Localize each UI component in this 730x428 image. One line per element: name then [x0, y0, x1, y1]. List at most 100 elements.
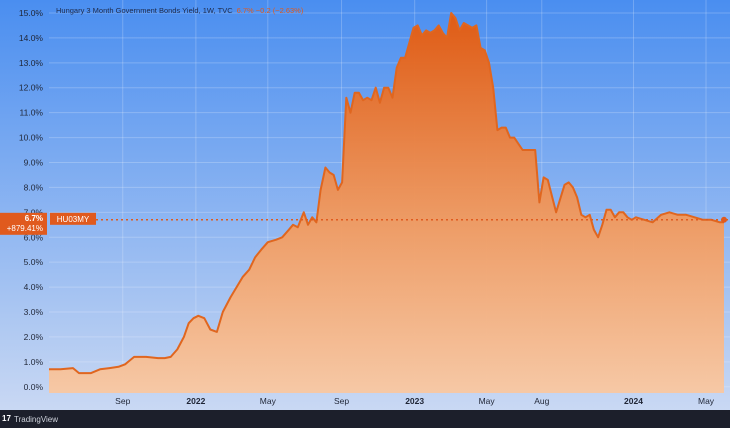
chart-svg: 0.0% 1.0% 2.0% 3.0% 4.0% 5.0% 6.0% 7.0% 8.0% 9.0%… [0, 0, 730, 410]
data-point [534, 149, 537, 152]
data-point [117, 365, 120, 368]
y-tick-label: 1.0% [24, 357, 44, 367]
y-tick-label: 4.0% [24, 282, 44, 292]
y-tick-label: 3.0% [24, 307, 44, 317]
y-tick-label: 10.0% [19, 133, 44, 143]
data-point [643, 218, 646, 221]
data-point [588, 213, 591, 216]
symbol-label: HU03MY [57, 215, 90, 224]
data-point [693, 216, 696, 219]
x-tick-label: May [260, 396, 277, 406]
data-point [229, 296, 232, 299]
data-point [622, 211, 625, 214]
data-point [341, 181, 344, 184]
data-point [353, 91, 356, 94]
data-point [597, 236, 600, 239]
data-point [366, 96, 369, 99]
data-point [567, 181, 570, 184]
data-point [429, 31, 432, 34]
data-point [399, 56, 402, 59]
brand-text[interactable]: TradingView [14, 415, 59, 424]
data-point [108, 367, 111, 370]
data-point [525, 149, 528, 152]
data-point [302, 211, 305, 214]
data-point [546, 178, 549, 181]
series-area-fill [49, 13, 724, 393]
y-tick-label: 6.0% [24, 232, 44, 242]
data-point [542, 176, 545, 179]
series-line [49, 12, 724, 375]
data-point [124, 363, 127, 366]
data-point [496, 129, 499, 132]
data-point [441, 31, 444, 34]
tradingview-logo-icon[interactable]: 17 [2, 414, 11, 423]
data-point [215, 330, 218, 333]
data-point [521, 149, 524, 152]
last-value-dot [721, 216, 727, 223]
data-point [580, 213, 583, 216]
data-point [618, 211, 621, 214]
data-point [471, 26, 474, 29]
data-point [48, 368, 51, 371]
data-point [601, 223, 604, 226]
symbol-label-bg [50, 212, 96, 225]
data-point [425, 29, 428, 32]
data-point [248, 268, 251, 271]
data-point [319, 188, 322, 191]
data-point [660, 213, 663, 216]
y-tick-label: 11.0% [20, 108, 44, 118]
data-point [362, 99, 365, 102]
data-point [315, 221, 318, 224]
data-point [311, 216, 314, 219]
data-point [324, 166, 327, 169]
footer-bar: 17 TradingView [0, 410, 730, 428]
data-point [685, 213, 688, 216]
data-point [513, 136, 516, 139]
data-point [176, 348, 179, 351]
data-point [475, 24, 478, 27]
data-point [462, 22, 465, 25]
y-tick-label: 14.0% [19, 33, 44, 43]
data-point [605, 208, 608, 211]
y-tick-label: 12.0% [19, 83, 44, 93]
data-point [576, 196, 579, 199]
data-point [718, 221, 721, 224]
x-tick-label: 2022 [186, 396, 205, 406]
data-point [197, 314, 200, 317]
data-point [336, 188, 339, 191]
data-point [99, 368, 102, 371]
x-tick-label: 2023 [405, 396, 424, 406]
data-point [374, 86, 377, 89]
data-point [235, 286, 238, 289]
data-point [395, 66, 398, 69]
data-point [571, 186, 574, 189]
y-tick-label: 9.0% [24, 157, 44, 167]
data-point [192, 317, 195, 320]
data-point [163, 357, 166, 360]
data-point [292, 223, 295, 226]
data-point [133, 355, 136, 358]
data-point [383, 86, 386, 89]
data-point [488, 61, 491, 64]
data-point [349, 111, 352, 114]
data-point [345, 96, 348, 99]
data-point [266, 241, 269, 244]
data-point [287, 228, 290, 231]
x-tick-label: Sep [115, 396, 130, 406]
y-tick-label: 15.0% [19, 8, 44, 18]
data-point [555, 211, 558, 214]
area-layer [48, 12, 724, 393]
data-point [169, 355, 172, 358]
data-point [412, 26, 415, 29]
data-point [504, 126, 507, 129]
chart-values: 6.7% −0.2 (−2.63%) [236, 6, 304, 15]
y-tick-label: 0.0% [24, 382, 44, 392]
data-point [408, 41, 411, 44]
data-point [613, 216, 616, 219]
data-point [203, 317, 206, 320]
data-point [90, 372, 93, 375]
data-point [332, 174, 335, 177]
data-point [626, 216, 629, 219]
price-label: 6.7% [25, 214, 43, 223]
data-point [72, 367, 75, 370]
